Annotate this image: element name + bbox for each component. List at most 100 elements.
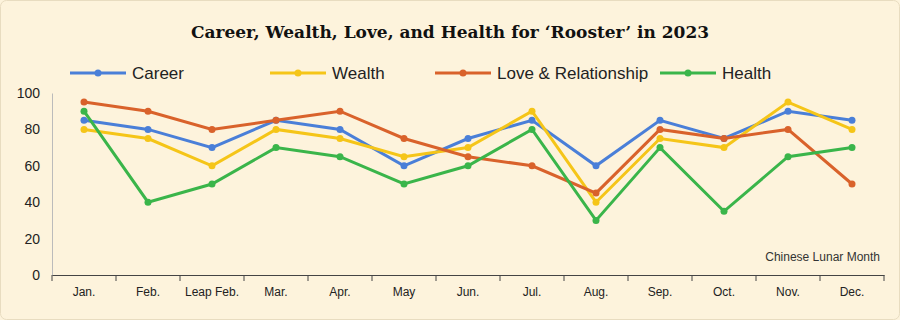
series-marker — [721, 208, 728, 215]
y-tick-label: 0 — [32, 267, 40, 283]
series-marker — [273, 144, 280, 151]
series-marker — [81, 99, 88, 106]
y-tick-label: 20 — [24, 231, 40, 247]
x-divider — [244, 275, 245, 281]
x-tick-label: Jan. — [73, 285, 96, 299]
x-tick: Sep. — [648, 275, 673, 299]
x-tick: Leap Feb. — [185, 275, 239, 299]
series-marker — [273, 126, 280, 133]
y-tick-label: 80 — [24, 121, 40, 137]
x-tick-label: Sep. — [648, 285, 673, 299]
series-marker — [465, 144, 472, 151]
x-axis: Jan. Feb. Leap Feb. Mar. Apr. May Jun. Jul. Aug.… — [53, 275, 885, 299]
x-tick-label: Jun. — [457, 285, 480, 299]
legend-label: Love & Relationship — [497, 64, 648, 83]
series-marker — [209, 144, 216, 151]
series-marker — [785, 99, 792, 106]
x-tick-label: Jul. — [523, 285, 542, 299]
x-tick-label: Oct. — [713, 285, 735, 299]
series-marker — [849, 117, 856, 124]
series-marker — [209, 126, 216, 133]
series — [81, 99, 856, 197]
series-marker — [145, 126, 152, 133]
series-marker — [401, 181, 408, 188]
series-marker — [593, 217, 600, 224]
legend-item: Career — [70, 64, 184, 83]
x-divider — [180, 275, 181, 281]
x-divider — [116, 275, 117, 281]
series-marker — [81, 126, 88, 133]
y-tick: 40 — [24, 194, 52, 210]
series-marker — [209, 162, 216, 169]
x-divider — [52, 275, 53, 281]
y-tick: 100 — [17, 85, 52, 101]
series-marker — [785, 153, 792, 160]
series-marker — [721, 135, 728, 142]
x-divider — [372, 275, 373, 281]
x-tick: Feb. — [136, 275, 160, 299]
series-marker — [529, 162, 536, 169]
legend-marker — [95, 70, 102, 77]
series-marker — [209, 181, 216, 188]
series-marker — [337, 153, 344, 160]
y-tick-label: 60 — [24, 158, 40, 174]
x-divider — [564, 275, 565, 281]
series-marker — [529, 117, 536, 124]
legend-label: Wealth — [332, 64, 385, 83]
series-marker — [593, 190, 600, 197]
x-divider — [820, 275, 821, 281]
legend-item: Wealth — [270, 64, 385, 83]
x-tick-label: May — [393, 285, 416, 299]
legend-label: Career — [132, 64, 184, 83]
series-marker — [81, 117, 88, 124]
legend-marker — [685, 70, 692, 77]
x-tick: Jun. — [457, 275, 480, 299]
legend: Career Wealth Love & Relationship Health — [70, 64, 771, 83]
x-tick: Nov. — [776, 275, 800, 299]
series-marker — [465, 153, 472, 160]
series-marker — [529, 108, 536, 115]
legend-item: Health — [660, 64, 771, 83]
x-tick: Apr. — [329, 275, 350, 299]
series-marker — [593, 162, 600, 169]
x-tick-label: Mar. — [264, 285, 287, 299]
y-tick: 60 — [24, 158, 52, 174]
series-marker — [337, 126, 344, 133]
x-tick: May — [393, 275, 416, 299]
series-marker — [81, 108, 88, 115]
series — [81, 108, 856, 224]
series-marker — [337, 108, 344, 115]
series-marker — [273, 117, 280, 124]
x-tick: Jan. — [73, 275, 96, 299]
y-tick: 80 — [24, 121, 52, 137]
series-marker — [145, 135, 152, 142]
series-marker — [849, 181, 856, 188]
series-line — [84, 102, 852, 193]
y-tick: 20 — [24, 231, 52, 247]
x-divider — [500, 275, 501, 281]
series-marker — [657, 126, 664, 133]
x-tick-label: Dec. — [840, 285, 865, 299]
x-tick-label: Apr. — [329, 285, 350, 299]
series-marker — [657, 117, 664, 124]
x-divider — [756, 275, 757, 281]
series-marker — [657, 144, 664, 151]
series-marker — [785, 126, 792, 133]
legend-label: Health — [722, 64, 771, 83]
x-axis-line — [53, 275, 885, 276]
x-divider — [628, 275, 629, 281]
x-divider — [884, 275, 885, 281]
series-marker — [465, 135, 472, 142]
legend-item: Love & Relationship — [435, 64, 648, 83]
x-tick: Dec. — [840, 275, 865, 299]
y-tick-label: 100 — [17, 85, 41, 101]
plot-area — [81, 99, 856, 224]
x-tick-label: Aug. — [584, 285, 609, 299]
series-marker — [721, 135, 728, 142]
series-marker — [401, 162, 408, 169]
series-marker — [145, 199, 152, 206]
x-divider — [308, 275, 309, 281]
series-marker — [465, 162, 472, 169]
series-marker — [401, 135, 408, 142]
y-axis: 0 20 40 60 80 100 — [17, 85, 53, 283]
